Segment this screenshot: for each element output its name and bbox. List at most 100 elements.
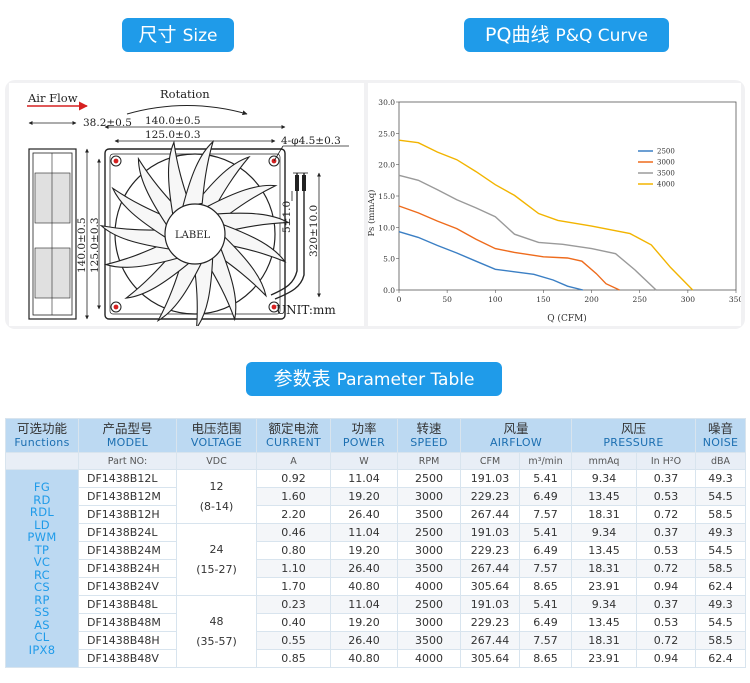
column-header: 额定电流 CURRENT [256,418,331,453]
size-section-title: 尺寸 Size [122,18,234,52]
unit-cell: VDC [176,452,257,470]
column-header: 转速 SPEED [397,418,461,453]
table-unit-row: Part NO: VDC A W RPM CFM m³/min mmAq In H²O dBA [5,452,746,470]
column-header: 电压范围 VOLTAGE [176,418,257,453]
m3-cell: 5.41 [519,595,572,614]
unit-cell: dBA [695,452,746,470]
table-row: DF1438B24M 0.80 19.20 3000 229.23 6.49 13.45 0.… [6,541,746,560]
series-line-2500 [398,231,584,291]
cfm-cell: 267.44 [460,559,520,578]
y-tick-label: 20.0 [378,161,395,170]
x-tick-label: 300 [681,295,696,304]
speed-cell: 3000 [397,487,461,506]
pq-curve-chart: Ps (mmAq) Q (CFM) 0 50 100 150 200 250 300 350 0… [366,83,743,326]
speed-cell: 2500 [397,595,461,614]
column-header-en: NOISE [702,435,739,449]
table-row: DF1438B24H 1.10 26.40 3500 267.44 7.57 18.31 0.… [6,559,746,578]
table-row: DF1438B48V 0.85 40.80 4000 305.64 8.65 23.91 0.… [6,649,746,668]
x-tick-label: 150 [536,295,551,304]
cfm-cell: 191.03 [460,523,520,542]
model-cell: DF1438B48L [78,595,177,614]
noise-cell: 54.5 [695,541,746,560]
inh2o-cell: 0.72 [636,505,696,524]
function-item: SS [34,605,50,619]
column-header-en: MODEL [106,435,149,449]
voltage-cell: 48 (35-57) [176,595,257,668]
hole-dimension: 4-φ4.5±0.3 [281,135,341,147]
column-header-cn: 电压范围 [191,420,242,436]
y-tick-label: 0.0 [383,286,395,295]
column-header-en: Functions [14,435,70,449]
curve-title-en: P&Q Curve [555,26,648,46]
noise-cell: 62.4 [695,649,746,668]
column-header-en: AIRFLOW [489,435,543,449]
model-cell: DF1438B24H [78,559,177,578]
noise-cell: 49.3 [695,469,746,488]
inh2o-cell: 0.53 [636,613,696,632]
inh2o-cell: 0.72 [636,631,696,650]
cfm-cell: 191.03 [460,469,520,488]
m3-cell: 7.57 [519,559,572,578]
cfm-cell: 305.64 [460,577,520,596]
series-line-3500 [398,174,657,291]
table-row: DF1438B24V 1.70 40.80 4000 305.64 8.65 23.91 0.… [6,577,746,596]
current-cell: 0.92 [256,469,331,488]
function-item: RD [33,492,51,507]
column-header-en: POWER [342,435,386,449]
model-cell: DF1438B24V [78,577,177,596]
rotation-arrow [126,105,248,116]
size-title-en: Size [182,26,218,46]
column-header-cn: 功率 [351,420,377,436]
current-cell: 0.55 [256,631,331,650]
table-title-cn: 参数表 [273,368,331,390]
power-cell: 26.40 [330,559,398,578]
voltage-range: (15-27) [196,562,237,576]
size-title-cn: 尺寸 [138,24,177,46]
unit-cell: A [256,452,331,470]
power-cell: 11.04 [330,595,398,614]
m3-cell: 8.65 [519,577,572,596]
column-header: 可选功能 Functions [5,418,79,453]
x-axis-label: Q (CFM) [547,313,587,324]
unit-cell-blank [5,452,79,470]
column-header-en: PRESSURE [603,435,664,449]
power-cell: 19.20 [330,541,398,560]
noise-cell: 58.5 [695,505,746,524]
mmaq-cell: 13.45 [571,613,637,632]
height-hole-dimension: 125.0±0.3 [89,217,101,273]
model-cell: DF1438B12H [78,505,177,524]
model-cell: DF1438B12M [78,487,177,506]
model-cell: DF1438B24L [78,523,177,542]
mmaq-cell: 18.31 [571,505,637,524]
function-item: PWM [27,530,57,544]
current-cell: 0.80 [256,541,331,560]
model-cell: DF1438B48V [78,649,177,668]
y-tick-label: 5.0 [383,255,395,264]
cfm-cell: 229.23 [460,541,520,560]
side-view [28,148,77,320]
column-header-cn: 噪音 [707,420,733,436]
inh2o-cell: 0.37 [636,595,696,614]
power-cell: 19.20 [330,613,398,632]
current-cell: 0.46 [256,523,331,542]
mmaq-cell: 18.31 [571,559,637,578]
column-header-cn: 可选功能 [16,420,67,436]
height-outer-dimension: 140.0±0.5 [76,217,88,273]
column-header: 风量 AIRFLOW [460,418,572,453]
function-item: VC [33,555,51,569]
dimension-drawing: Air Flow Rotation 38.2±0.5 140.0±0.5 125… [9,83,364,330]
function-item: TP [34,542,50,557]
speed-cell: 4000 [397,577,461,596]
current-cell: 1.10 [256,559,331,578]
current-cell: 0.85 [256,649,331,668]
inh2o-cell: 0.37 [636,469,696,488]
speed-cell: 3500 [397,559,461,578]
table-row: DF1438B48H 0.55 26.40 3500 267.44 7.57 18.31 0.… [6,631,746,650]
cfm-cell: 191.03 [460,595,520,614]
table-row: FG RD RDL LD PWM TP VC RC CS RP SS AS CL IPX8 DF1438B1… [5,469,746,668]
current-cell: 2.20 [256,505,331,524]
noise-cell: 58.5 [695,631,746,650]
voltage-nominal: 12 [209,479,224,493]
width-outer-dimension: 140.0±0.5 [145,115,201,127]
m3-cell: 6.49 [519,613,572,632]
